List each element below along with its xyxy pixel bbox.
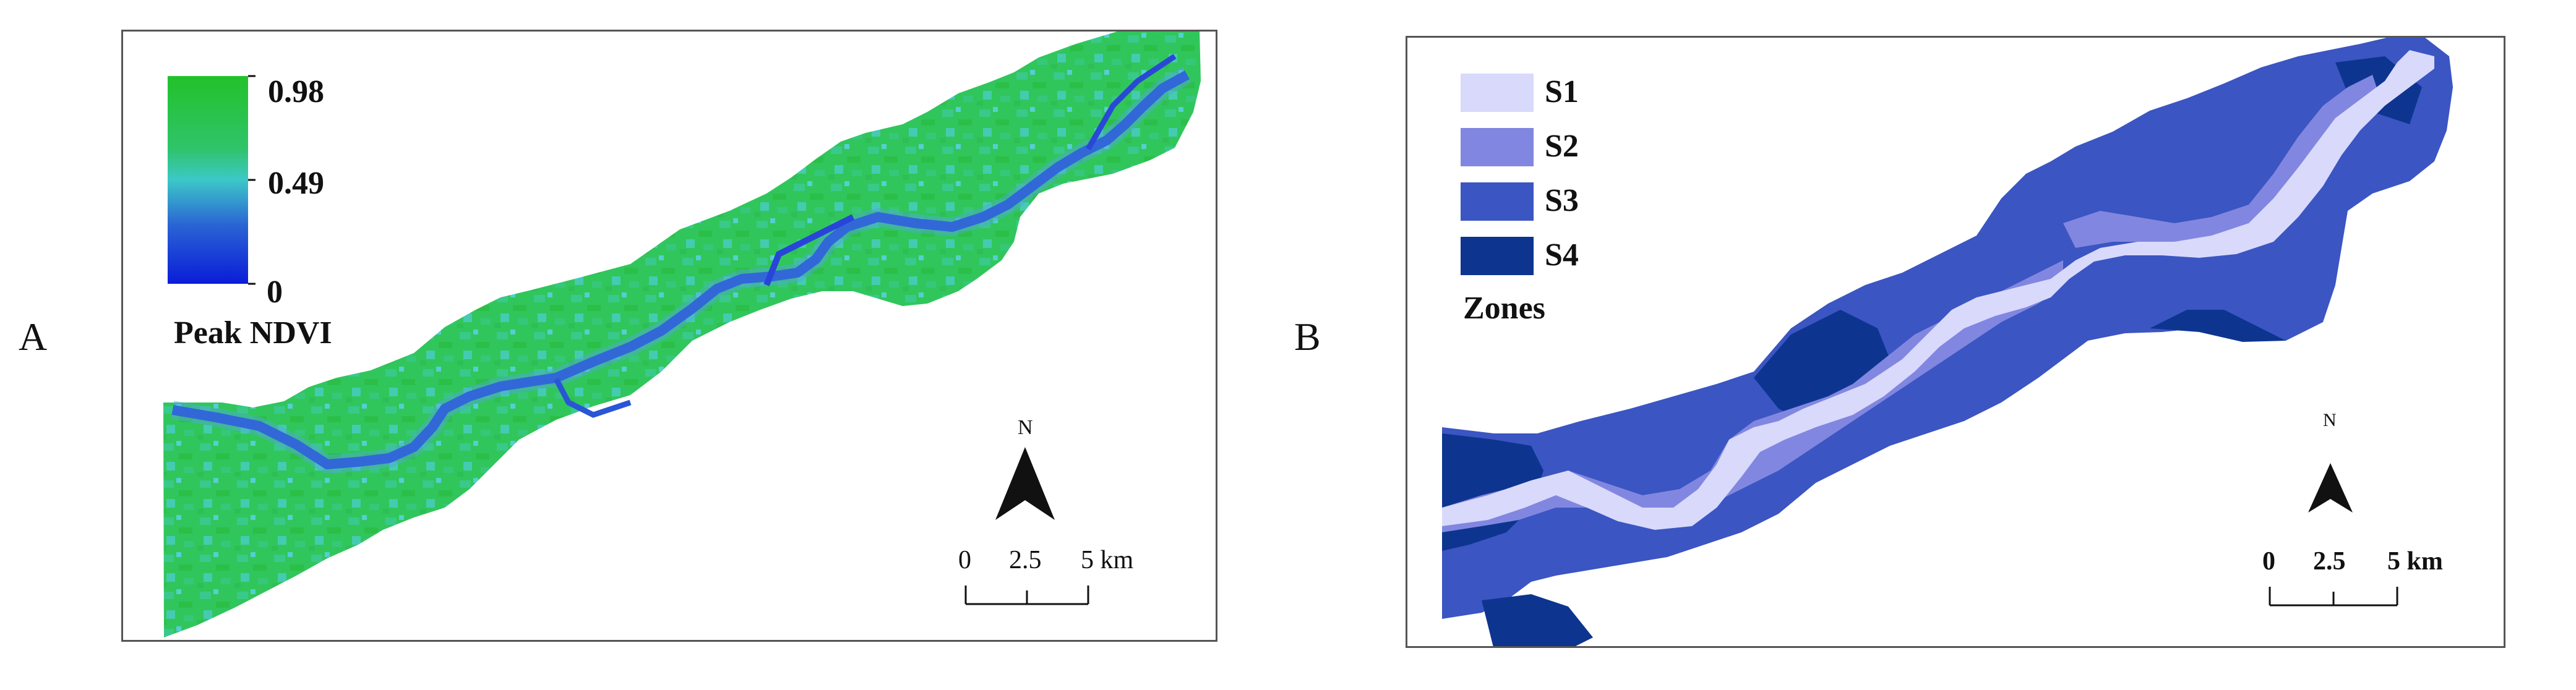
- ndvi-legend-title: Peak NDVI: [174, 315, 332, 351]
- scale-bar: [964, 586, 1089, 605]
- panel-b-map-frame: S1 S2 S3 S4 Zones N 0 2.5 5 km: [1406, 36, 2505, 648]
- scale-tick-end: 5 km: [1081, 546, 1134, 574]
- north-arrow-icon: [995, 447, 1055, 520]
- zone-legend-swatch-s3: [1461, 182, 1534, 221]
- scale-tick-0: 0: [958, 546, 971, 574]
- zone-legend-label-s4: S4: [1545, 237, 1579, 273]
- zone-legend-swatch-s4: [1461, 237, 1534, 275]
- north-arrow-icon: [2308, 463, 2353, 513]
- zone-s4-area: [2150, 310, 2286, 342]
- zone-legend-swatch-s1: [1461, 74, 1534, 112]
- scale-tick-end: 5 km: [2387, 547, 2443, 576]
- ndvi-legend-max: 0.98: [268, 74, 324, 109]
- ndvi-side-channel: [763, 214, 855, 286]
- ndvi-corridor: [163, 32, 1201, 637]
- panel-b-zones-map: [1442, 38, 2453, 646]
- panel-a-letter: A: [19, 315, 48, 359]
- scale-tick-mid: 2.5: [2313, 547, 2346, 576]
- panel-a-ndvi-map: [163, 32, 1201, 637]
- north-label: N: [2323, 410, 2337, 430]
- ndvi-legend-ramp: [168, 76, 248, 284]
- scale-bar: [2269, 587, 2398, 607]
- zone-legend-label-s3: S3: [1545, 183, 1579, 218]
- ndvi-legend-min: 0: [267, 275, 283, 310]
- zone-legend-label-s2: S2: [1545, 129, 1579, 164]
- scale-tick-0: 0: [2262, 547, 2275, 576]
- ndvi-side-channel: [554, 377, 632, 418]
- scale-tick-mid: 2.5: [1009, 546, 1042, 574]
- zone-s4-area: [1482, 594, 1593, 646]
- north-label: N: [1018, 416, 1033, 439]
- ndvi-river-edge: [171, 66, 1192, 474]
- ndvi-river-channel: [171, 70, 1190, 469]
- panel-a-map-frame: 0.98 0.49 0 Peak NDVI N 0 2.5 5 km: [121, 30, 1217, 642]
- ndvi-legend-mid: 0.49: [268, 166, 324, 201]
- panel-b-letter: B: [1294, 315, 1321, 359]
- zone-legend-title: Zones: [1463, 291, 1545, 326]
- ndvi-side-channel: [1086, 54, 1177, 151]
- zone-legend-swatch-s2: [1461, 128, 1534, 166]
- zone-s1-river: [1442, 50, 2434, 530]
- zone-legend-label-s1: S1: [1545, 74, 1579, 109]
